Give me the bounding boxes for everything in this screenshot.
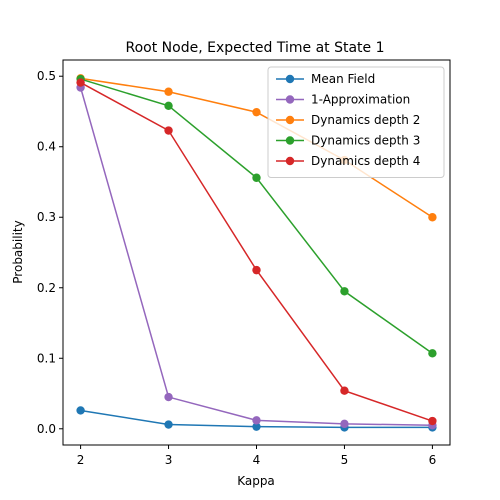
data-point-dynamics-depth-4 — [76, 78, 85, 87]
data-point-dynamics-depth-3 — [164, 101, 173, 111]
x-tick-label: 3 — [165, 453, 173, 467]
chart-title: Root Node, Expected Time at State 1 — [125, 40, 384, 56]
data-point-dynamics-depth-4 — [340, 386, 349, 395]
legend-swatch-marker — [285, 74, 295, 84]
data-point-1-approximation — [340, 419, 349, 429]
legend-label: 1-Approximation — [311, 93, 410, 107]
data-point-dynamics-depth-2 — [164, 87, 173, 96]
x-tick-label: 5 — [341, 453, 349, 467]
y-tick-label: 0.5 — [37, 69, 56, 83]
legend-label: Dynamics depth 3 — [311, 134, 420, 148]
data-point-dynamics-depth-3 — [340, 287, 349, 296]
x-tick-label: 4 — [253, 453, 261, 467]
data-point-1-approximation — [164, 392, 173, 402]
legend-box — [267, 66, 445, 178]
data-point-dynamics-depth-2 — [428, 213, 437, 222]
data-point-dynamics-depth-3 — [252, 173, 261, 182]
y-tick-label: 0.0 — [37, 422, 56, 436]
legend-swatch-marker — [285, 95, 295, 104]
x-tick-label: 6 — [429, 453, 437, 467]
legend-label: Dynamics depth 4 — [311, 154, 420, 168]
legend-label: Dynamics depth 2 — [311, 113, 420, 127]
data-point-dynamics-depth-3 — [428, 349, 437, 358]
y-axis-label: Probability — [11, 220, 25, 283]
x-axis: 2 3 4 5 6 — [77, 445, 436, 467]
x-tick-label: 2 — [77, 453, 85, 467]
legend-swatch-marker — [285, 136, 295, 145]
data-point-dynamics-depth-4 — [164, 126, 173, 135]
data-point-mean-field — [252, 422, 261, 431]
data-point-1-approximation — [252, 416, 261, 425]
x-axis-label: Kappa — [237, 474, 275, 488]
y-tick-label: 0.1 — [37, 351, 56, 365]
data-point-dynamics-depth-4 — [428, 416, 437, 426]
data-point-mean-field — [164, 420, 173, 429]
legend-swatch-marker — [285, 156, 295, 166]
y-tick-label: 0.3 — [37, 210, 56, 224]
data-point-mean-field — [76, 406, 85, 415]
legend: Mean Field 1-Approximation Dynamics depth … — [267, 66, 445, 178]
legend-label: Mean Field — [311, 72, 375, 86]
data-point-dynamics-depth-4 — [252, 265, 261, 275]
y-tick-label: 0.2 — [37, 281, 56, 295]
legend-swatch-marker — [285, 115, 295, 125]
plot-area — [76, 74, 437, 432]
y-axis: 0.0 0.1 0.2 0.3 0.4 0.5 — [37, 69, 63, 436]
data-point-dynamics-depth-2 — [252, 107, 261, 117]
y-tick-label: 0.4 — [37, 140, 56, 154]
